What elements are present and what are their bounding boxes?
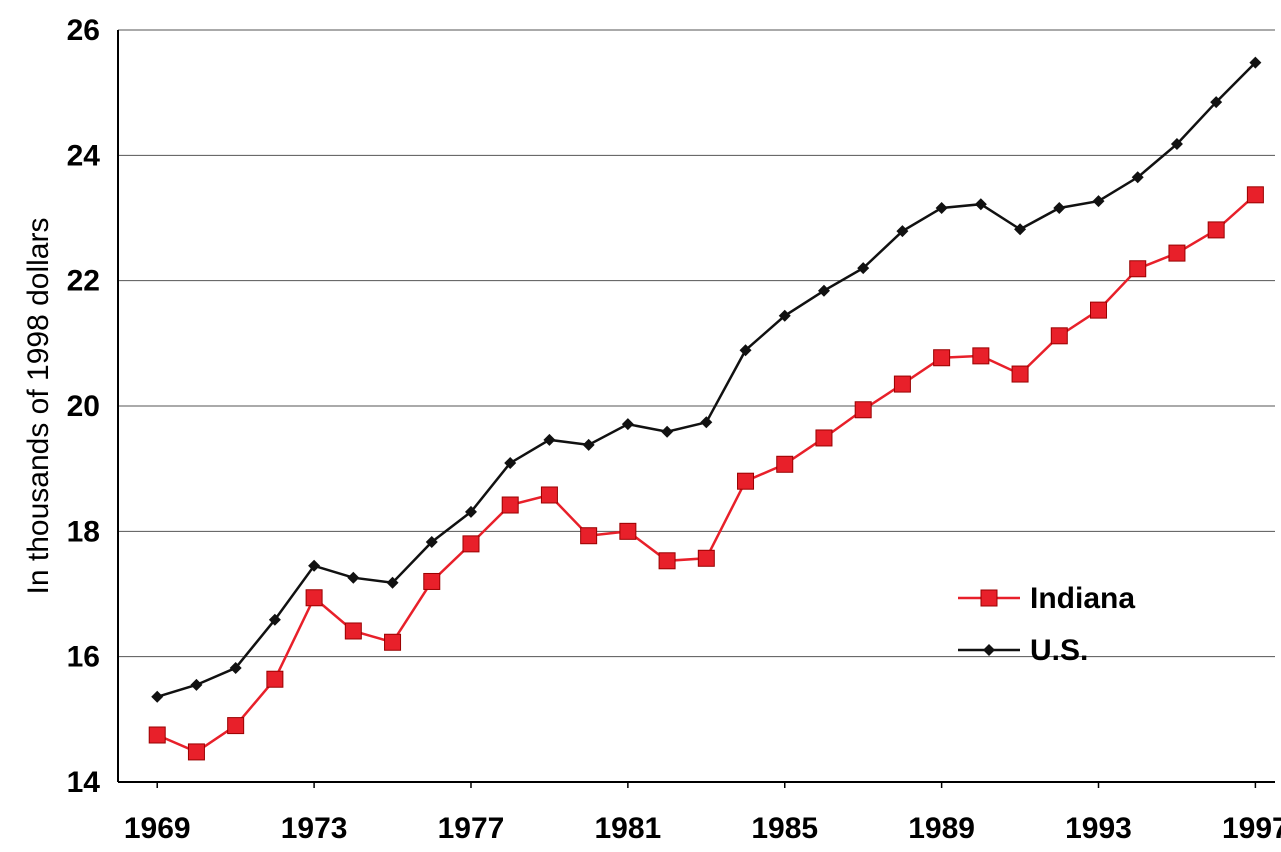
point [896,225,909,238]
point [504,457,517,470]
point [1207,221,1225,239]
y-tick-label: 22 [67,265,100,298]
point [621,418,634,431]
legend-marker [983,644,995,656]
point [661,425,674,438]
point [1014,223,1027,236]
point [464,505,477,518]
x-tick-label: 1973 [281,812,348,845]
point [187,743,205,761]
point [700,416,713,429]
x-tick-label: 1997 [1222,812,1281,845]
point [347,571,360,584]
point [1092,195,1105,208]
legend-label: Indiana [1030,582,1135,615]
point [737,472,755,490]
point [1168,244,1186,262]
point [697,549,715,567]
y-axis-label: In thousands of 1998 dollars [22,218,55,595]
point [386,576,399,589]
point [501,496,519,514]
point [1210,96,1223,109]
point [268,613,281,626]
point [1050,327,1068,345]
y-tick-label: 24 [67,139,101,172]
point [344,622,362,640]
legend-marker [980,589,998,607]
x-tick-label: 1993 [1065,812,1132,845]
point [778,309,791,322]
point [854,401,872,419]
point [658,552,676,570]
point [266,670,284,688]
point [739,344,752,357]
point [619,522,637,540]
point [1249,56,1262,69]
y-tick-label: 18 [67,515,100,548]
y-tick-label: 20 [67,390,100,423]
point [815,429,833,447]
point [817,284,830,297]
point [776,455,794,473]
point [933,349,951,367]
point [227,717,245,735]
y-tick-label: 14 [67,766,101,799]
point [857,262,870,275]
point [1131,171,1144,184]
point [308,559,321,572]
legend-label: U.S. [1030,634,1088,667]
point [423,572,441,590]
point [229,661,242,674]
point [190,678,203,691]
x-tick-label: 1989 [908,812,975,845]
point [151,690,164,703]
x-tick-label: 1981 [594,812,661,845]
point [935,201,948,214]
point [462,535,480,553]
point [1246,186,1264,204]
point [543,433,556,446]
y-tick-label: 26 [67,14,100,47]
x-tick-label: 1985 [751,812,818,845]
point [1170,138,1183,151]
point [893,375,911,393]
point [148,726,166,744]
point [540,486,558,504]
point [425,535,438,548]
point [1053,201,1066,214]
point [580,527,598,545]
y-tick-label: 16 [67,641,100,674]
point [305,589,323,607]
x-tick-label: 1969 [124,812,191,845]
point [1090,301,1108,319]
point [972,347,990,365]
x-tick-label: 1977 [438,812,505,845]
point [1129,260,1147,278]
point [974,198,987,211]
series-line [156,193,1257,754]
point [384,633,402,651]
point [1011,365,1029,383]
point [582,438,595,451]
